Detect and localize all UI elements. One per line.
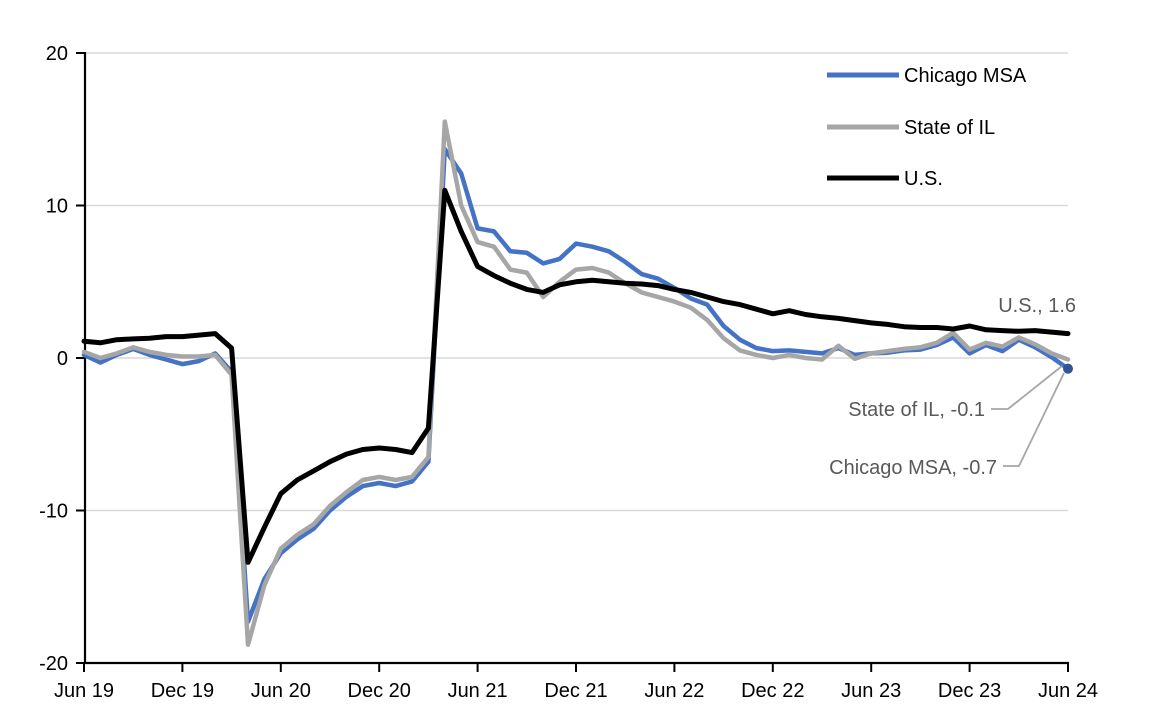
legend-item-us: U.S. [827,168,943,190]
us-line [81,187,1071,565]
y-axis-ticks [76,52,85,664]
x-tick-label: Jun 21 [448,680,508,702]
us-legend-label: U.S. [904,168,943,190]
state-of-il-leader-line [991,365,1063,410]
x-tick-label: Dec 19 [151,680,214,702]
chicago-msa-leader-line [1003,372,1065,467]
x-tick-label: Jun 19 [54,680,114,702]
state-of-il-line [81,119,1071,647]
chicago-msa-end-value-annotation: Chicago MSA, -0.7 [829,457,997,479]
series-layer [81,119,1071,647]
y-tick-label: -10 [39,501,68,523]
legend-item-state-of-il: State of IL [827,117,995,139]
y-axis-labels: 20 10 0 -10 -20 [39,43,68,675]
y-tick-label: -20 [39,653,68,675]
x-tick-label: Dec 22 [741,680,804,702]
x-tick-label: Dec 20 [348,680,411,702]
x-tick-label: Jun 22 [644,680,704,702]
chicago-msa-legend-label: Chicago MSA [904,65,1027,87]
x-tick-label: Jun 20 [251,680,311,702]
y-tick-label: 0 [57,348,68,370]
y-tick-label: 20 [46,43,68,65]
chicago-msa-endpoint-dot [1063,363,1073,374]
us-end-value-annotation: U.S., 1.6 [998,295,1076,317]
x-tick-label: Dec 21 [544,680,607,702]
y-tick-label: 10 [46,196,68,218]
x-axis-labels: Jun 19 Dec 19 Jun 20 Dec 20 Jun 21 Dec 21 Jun … [54,680,1098,702]
state-of-il-legend-label: State of IL [904,117,995,139]
legend-item-chicago-msa: Chicago MSA [827,65,1027,87]
state-of-il-end-value-annotation: State of IL, -0.1 [848,399,985,421]
x-tick-label: Jun 24 [1038,680,1098,702]
legend: Chicago MSA State of IL U.S. [827,65,1027,190]
x-axis-ticks [83,663,1069,672]
x-tick-label: Jun 23 [841,680,901,702]
x-tick-label: Dec 23 [938,680,1001,702]
